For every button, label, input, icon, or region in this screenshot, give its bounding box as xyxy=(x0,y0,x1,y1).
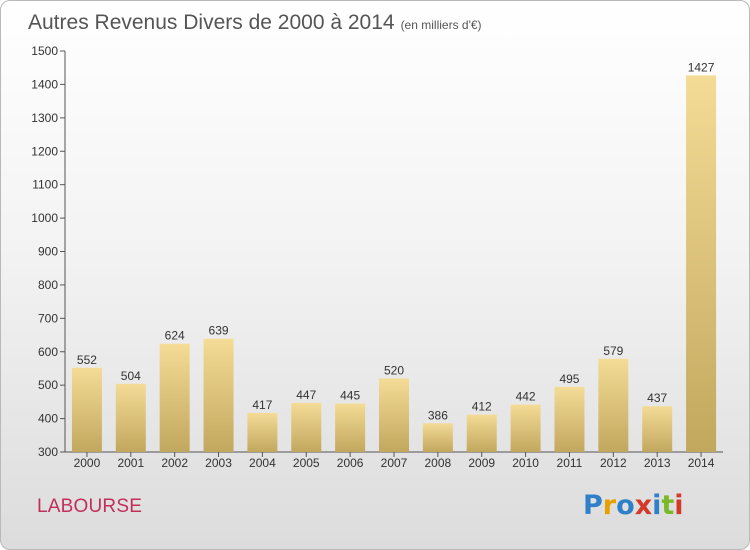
data-label-2011: 495 xyxy=(559,372,579,386)
bar-2011 xyxy=(554,386,585,452)
y-tick-label: 1400 xyxy=(31,77,58,91)
logo-letter: o xyxy=(616,490,635,521)
logo-letter: i xyxy=(652,490,662,521)
y-tick-label: 400 xyxy=(38,412,58,426)
x-tick-label-2005: 2005 xyxy=(293,456,320,470)
x-tick-label-2011: 2011 xyxy=(557,456,583,470)
logo-letter: t xyxy=(661,490,675,521)
chart-labels: 552 504 624 639 417 447 445 520 386 412 442 495 579 4… xyxy=(77,60,715,422)
data-label-2012: 579 xyxy=(603,344,623,358)
data-label-2003: 639 xyxy=(209,324,229,338)
y-tick-label: 800 xyxy=(38,278,58,292)
y-tick-label: 900 xyxy=(38,245,58,259)
x-tick-label-2014: 2014 xyxy=(688,456,715,470)
data-label-2007: 520 xyxy=(384,363,404,377)
y-tick-label: 500 xyxy=(38,378,58,392)
data-label-2009: 412 xyxy=(472,400,492,414)
data-label-2004: 417 xyxy=(252,398,272,412)
bar-2008 xyxy=(422,423,453,452)
logo-letter: r xyxy=(602,490,617,521)
x-tick-label-2009: 2009 xyxy=(468,456,495,470)
bar-2014 xyxy=(686,75,717,452)
x-tick-label-2000: 2000 xyxy=(74,456,101,470)
y-tick-label: 1200 xyxy=(31,144,58,158)
data-label-2001: 504 xyxy=(121,369,141,383)
y-tick-label: 1300 xyxy=(31,111,58,125)
x-tick-label-2006: 2006 xyxy=(337,456,364,470)
logo-letter: x xyxy=(634,490,653,521)
proxiti-logo: Proxiti xyxy=(583,490,684,521)
chart-unit: (en milliers d'€) xyxy=(400,18,482,32)
bar-2005 xyxy=(291,402,322,452)
bar-2007 xyxy=(379,378,409,452)
bar-2002 xyxy=(159,343,190,452)
chart-title-text: Autres Revenus Divers de 2000 à 2014 xyxy=(28,11,395,34)
bar-2009 xyxy=(466,414,497,452)
x-tick-label-2003: 2003 xyxy=(205,456,232,470)
y-tick-label: 1500 xyxy=(31,44,58,58)
data-label-2013: 437 xyxy=(647,391,667,405)
x-tick-label-2002: 2002 xyxy=(161,456,188,470)
chart-bars xyxy=(71,75,717,452)
data-label-2006: 445 xyxy=(340,389,360,403)
x-tick-label-2007: 2007 xyxy=(381,456,408,470)
x-tick-label-2004: 2004 xyxy=(249,456,276,470)
bar-2012 xyxy=(598,358,629,452)
data-label-2010: 442 xyxy=(516,390,536,404)
x-tick-label-2010: 2010 xyxy=(512,456,539,470)
data-label-2014: 1427 xyxy=(688,60,715,74)
bar-2000 xyxy=(71,367,102,452)
logo-letter: P xyxy=(583,490,603,521)
bar-2001 xyxy=(115,383,146,452)
bar-2013 xyxy=(642,406,673,452)
data-label-2000: 552 xyxy=(77,353,97,367)
data-label-2005: 447 xyxy=(296,388,316,402)
commune-name: LABOURSE xyxy=(37,496,143,517)
bar-2006 xyxy=(335,403,366,452)
logo-letter: i xyxy=(674,490,684,521)
y-tick-label: 1100 xyxy=(32,178,58,192)
data-label-2008: 386 xyxy=(428,408,448,422)
y-tick-label: 1000 xyxy=(31,211,58,225)
bar-2010 xyxy=(510,404,541,452)
bar-2003 xyxy=(203,338,234,452)
chart-title: Autres Revenus Divers de 2000 à 2014 (en … xyxy=(28,11,482,35)
y-tick-label: 300 xyxy=(38,445,58,459)
x-tick-label-2013: 2013 xyxy=(644,456,671,470)
x-tick-label-2012: 2012 xyxy=(600,456,627,470)
x-tick-label-2008: 2008 xyxy=(425,456,452,470)
y-tick-label: 600 xyxy=(38,345,58,359)
y-tick-label: 700 xyxy=(38,311,58,325)
data-label-2002: 624 xyxy=(165,329,185,343)
x-tick-label-2001: 2001 xyxy=(117,456,144,470)
bar-2004 xyxy=(247,412,278,452)
